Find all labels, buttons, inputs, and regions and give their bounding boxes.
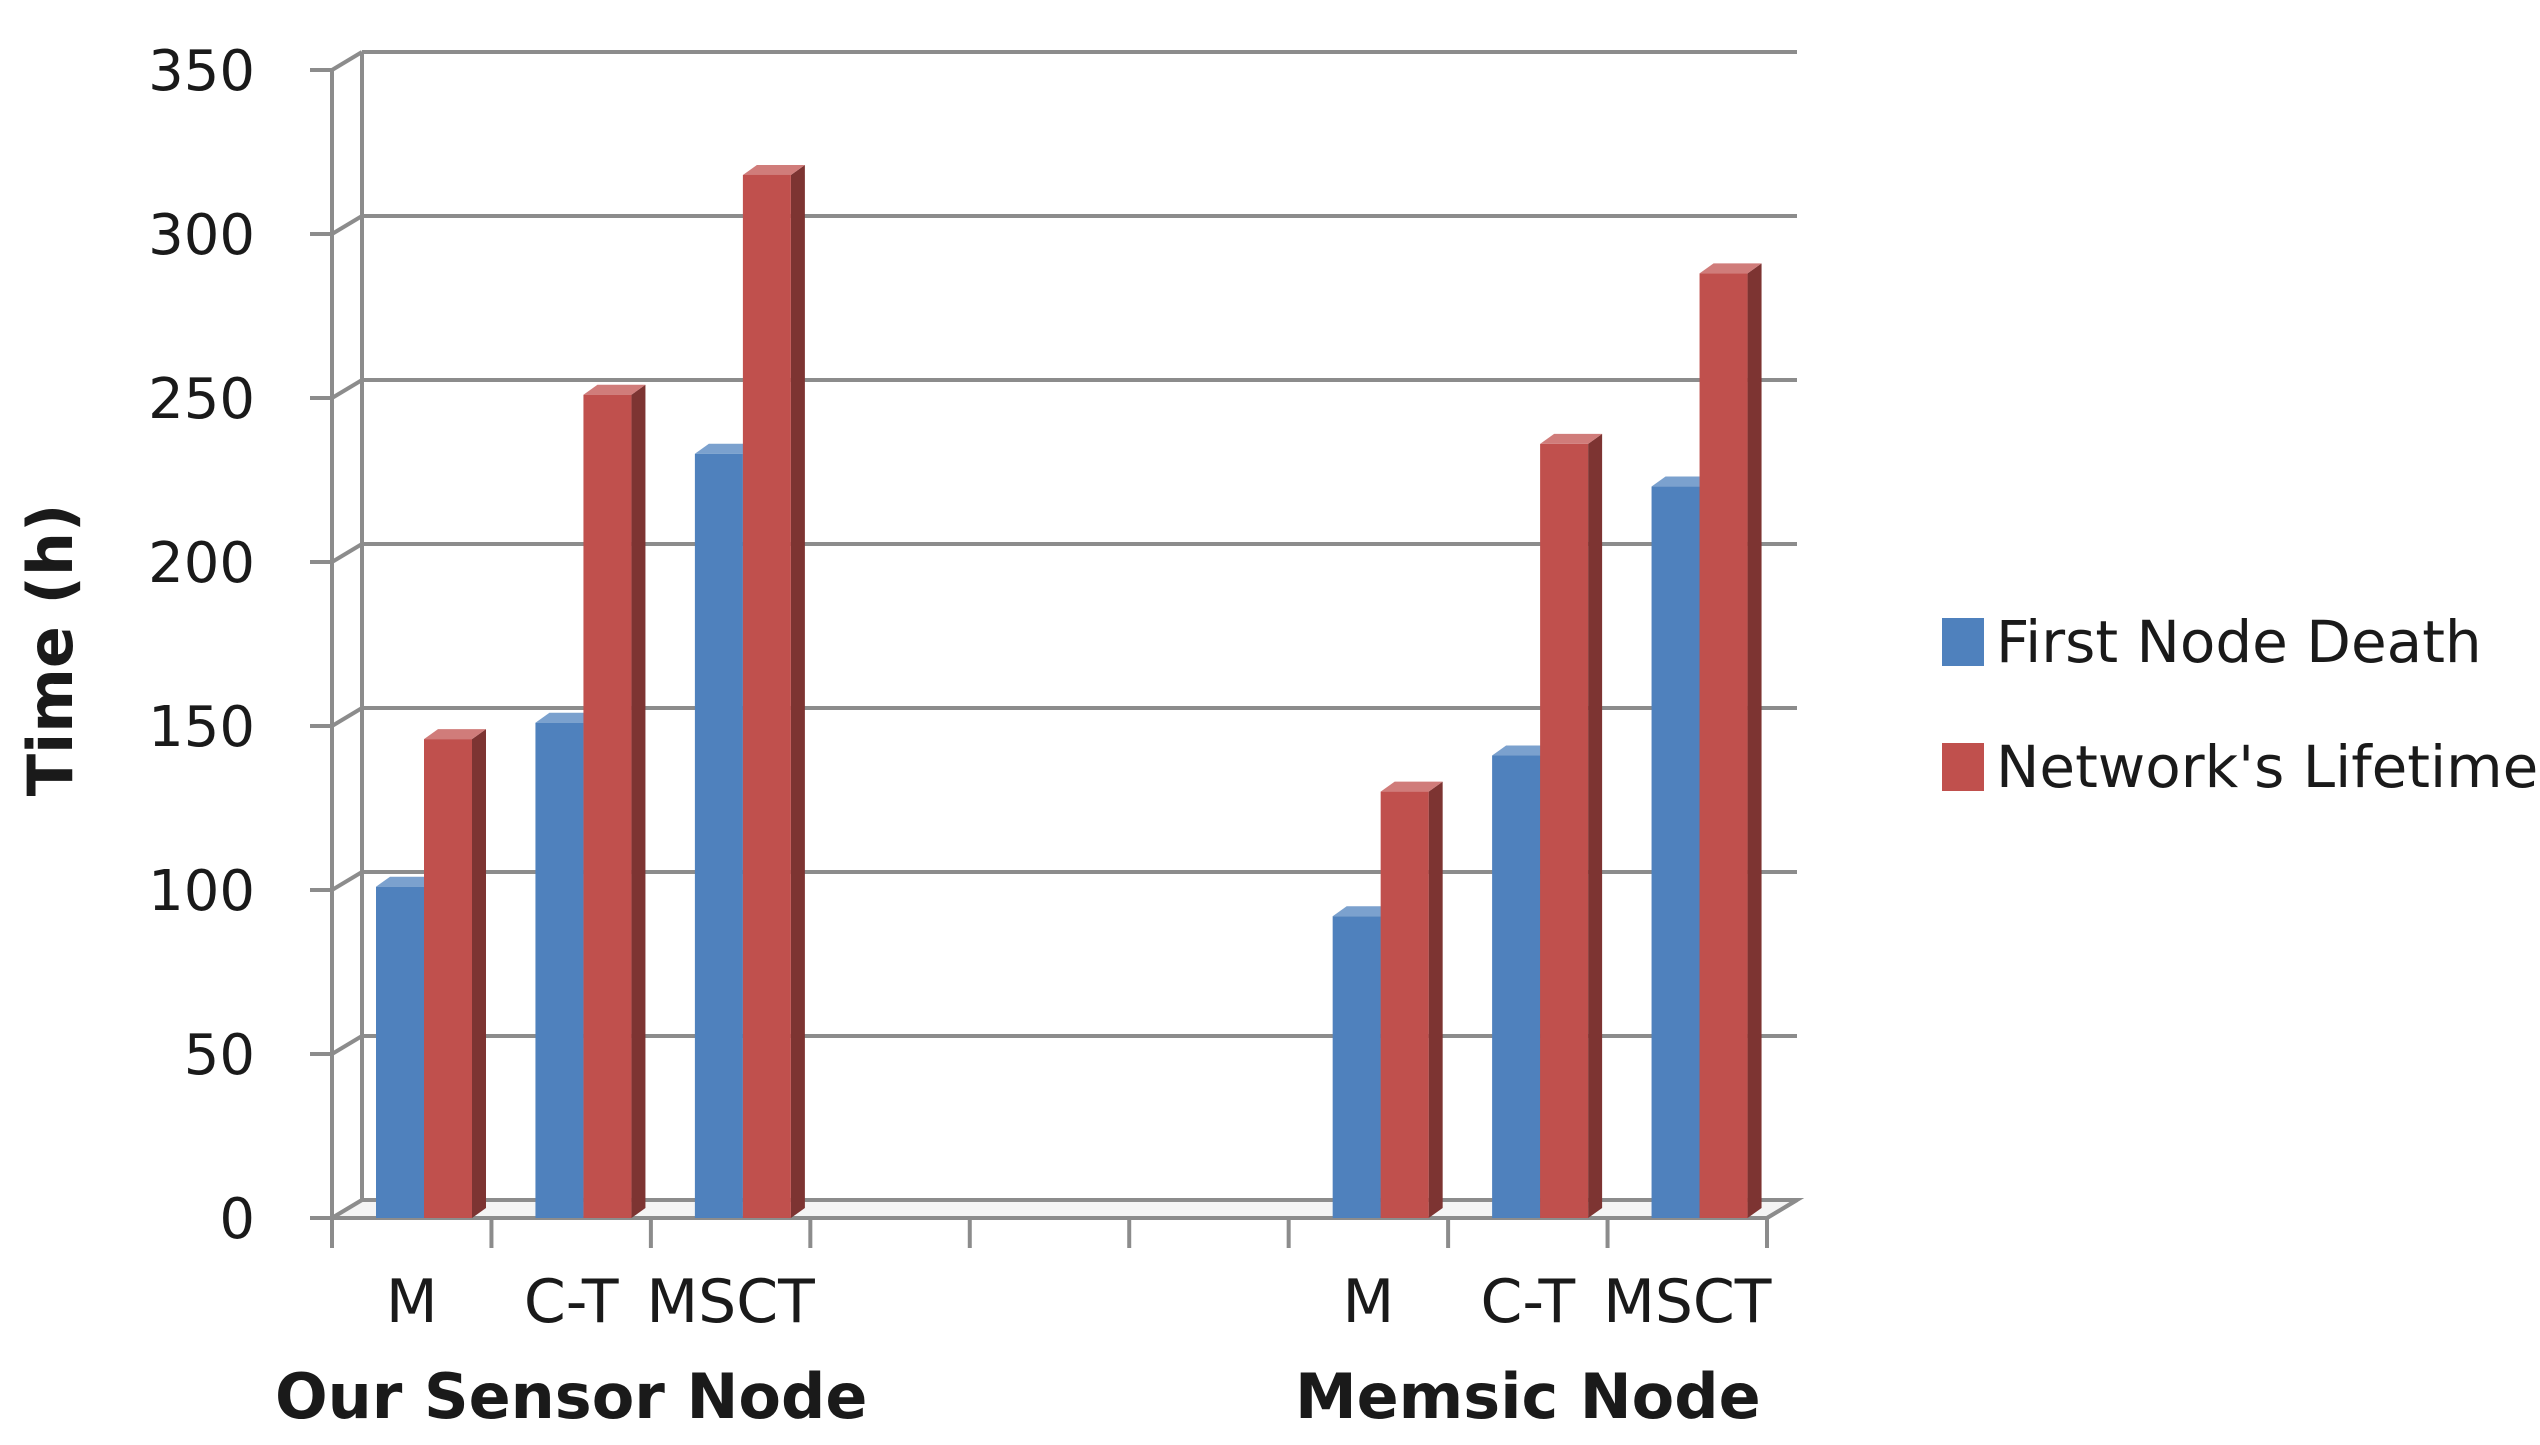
bar-side: [472, 729, 486, 1218]
x-tick-label: C-T: [1480, 1267, 1575, 1337]
grid-diagonal: [330, 706, 364, 728]
bar-network-lifetime: [1540, 433, 1603, 1218]
bar-network-lifetime: [1699, 263, 1762, 1218]
bar-network-lifetime: [424, 729, 486, 1218]
bar-front: [694, 453, 743, 1218]
bar-top: [535, 712, 598, 723]
bar-front: [742, 174, 791, 1219]
bar-network-lifetime: [1380, 781, 1443, 1218]
y-tick-label: 100: [148, 859, 255, 924]
grid-diagonal: [330, 870, 364, 892]
bar-side: [1747, 263, 1762, 1218]
y-tick-label: 250: [148, 367, 255, 432]
bar-front: [583, 394, 632, 1219]
x-tick-label: M: [386, 1267, 438, 1337]
bar-top: [424, 729, 486, 740]
bars: [376, 164, 1762, 1219]
y-tick-label: 50: [184, 1023, 255, 1088]
grid-diagonal: [330, 50, 364, 72]
bar-front: [1540, 443, 1589, 1218]
bar-front: [1651, 486, 1700, 1218]
bar-side: [790, 164, 805, 1219]
bar-front: [1380, 791, 1429, 1218]
bar-top: [1492, 745, 1555, 756]
legend-swatch: [1942, 743, 1984, 791]
y-tick-label: 0: [219, 1187, 255, 1252]
y-tick-label: 200: [148, 531, 255, 596]
bar-front: [424, 739, 472, 1218]
bar-top: [1699, 263, 1762, 274]
legend: First Node Death Network's Lifetime: [1942, 608, 2538, 801]
legend-swatch: [1942, 618, 1984, 666]
group-label: Memsic Node: [1295, 1360, 1761, 1433]
y-axis-title: Time (h): [14, 504, 87, 797]
y-tick-label: 300: [148, 203, 255, 268]
bar-front: [1492, 755, 1541, 1218]
x-tick-label: C-T: [524, 1267, 619, 1337]
floor-right-edge: [1765, 1198, 1799, 1220]
y-tick-label: 350: [148, 39, 255, 104]
bar-front: [376, 886, 424, 1218]
bar-front: [1699, 273, 1748, 1218]
bar-top: [583, 384, 646, 395]
bar-top: [1332, 906, 1395, 917]
bar-top: [1540, 433, 1603, 444]
bar-top: [376, 876, 438, 887]
bar-front: [1332, 916, 1381, 1218]
legend-label: Network's Lifetime: [1996, 733, 2538, 801]
x-tick-label: MSCT: [646, 1267, 815, 1337]
bar-top: [694, 443, 757, 454]
x-tick-label: MSCT: [1603, 1267, 1772, 1337]
labels: 0 50 100 150 200 250 300 350 M C-T MSCT Our Sensor …: [148, 39, 1772, 1433]
legend-label: First Node Death: [1996, 608, 2482, 676]
bar-side: [1588, 433, 1603, 1218]
grid-diagonal: [330, 1034, 364, 1056]
group-label: Our Sensor Node: [275, 1360, 867, 1433]
grid-diagonal: [330, 542, 364, 564]
bar-network-lifetime: [583, 384, 646, 1219]
y-tick-label: 150: [148, 695, 255, 760]
bar-top: [1380, 781, 1443, 792]
grid-diagonal: [330, 214, 364, 236]
bar-top: [742, 164, 805, 175]
x-tick-label: M: [1342, 1267, 1394, 1337]
grid-diagonal: [330, 378, 364, 400]
bar-side: [1428, 781, 1443, 1218]
bar-network-lifetime: [742, 164, 805, 1219]
bar-top: [1651, 476, 1714, 487]
bar-side: [631, 384, 646, 1219]
bar-front: [535, 722, 584, 1218]
